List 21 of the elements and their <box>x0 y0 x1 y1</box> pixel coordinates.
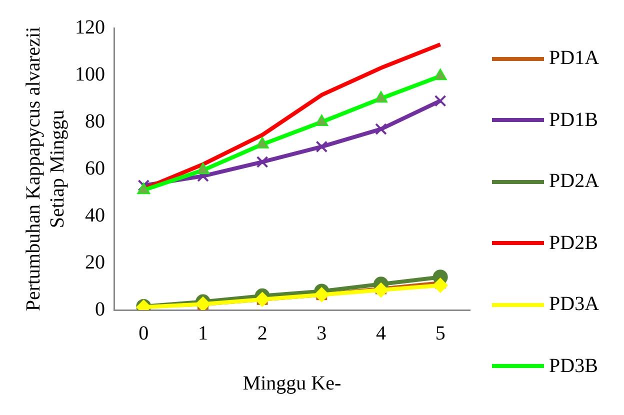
x-tick-label: 5 <box>435 322 446 344</box>
x-tick-label: 1 <box>198 322 208 344</box>
legend-label: PD3B <box>549 354 598 378</box>
legend-label: PD3A <box>549 293 600 316</box>
y-tick-label: 100 <box>75 63 105 86</box>
x-tick-label: 2 <box>257 322 268 344</box>
y-tick-label: 80 <box>85 110 105 132</box>
x-tick-label: 0 <box>138 322 149 344</box>
legend-label: PD2B <box>549 232 598 255</box>
legend-label: PD2A <box>549 170 600 194</box>
x-tick-label: 4 <box>376 322 386 344</box>
y-axis-title: Pertumbuhan Kappapycus alvarezii Setiap Minggu <box>22 26 68 312</box>
legend-label: PD1A <box>549 47 600 70</box>
y-tick-label: 60 <box>85 157 105 180</box>
y-tick-label: 40 <box>85 204 105 226</box>
x-tick-label: 3 <box>316 322 327 344</box>
legend-label: PD1B <box>549 108 598 132</box>
y-tick-label: 0 <box>95 298 105 320</box>
y-tick-label: 20 <box>85 251 105 274</box>
y-tick-label: 120 <box>75 16 105 38</box>
x-axis-title: Minggu Ke- <box>242 372 342 394</box>
